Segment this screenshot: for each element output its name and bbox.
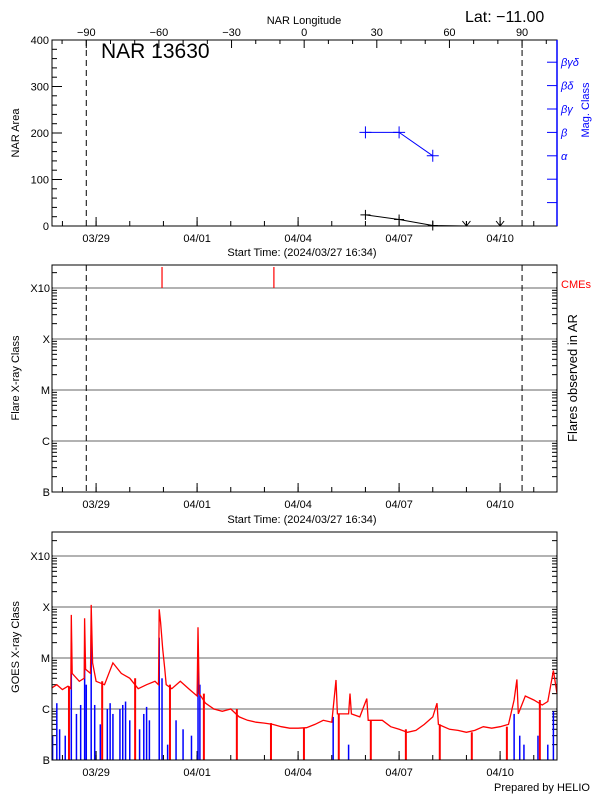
goes-xray-panel: B C M X X10 03/29 04/01 04/04 04/07 04/10 — [30, 531, 558, 779]
x-tick-label: 04/07 — [385, 767, 413, 779]
plot-frame — [51, 531, 558, 761]
x-tick-label: 04/07 — [385, 499, 413, 511]
y-tick-label: 200 — [31, 128, 49, 140]
mag-class-point — [426, 149, 439, 162]
y-tick-label: B — [43, 755, 50, 767]
x-tick-label: 04/07 — [385, 233, 413, 245]
panel2-xlabel: Start Time: (2024/03/27 16:34) — [227, 514, 376, 526]
y-tick-label: M — [41, 653, 50, 665]
area-point — [495, 220, 505, 227]
x-tick-label: 04/01 — [183, 233, 211, 245]
y-tick-label: 0 — [43, 221, 49, 233]
mag-class-point — [393, 126, 406, 139]
y-tick-label: 100 — [31, 175, 49, 187]
cme-label: CMEs — [561, 279, 591, 291]
mag-class-point — [359, 126, 372, 139]
area-point — [462, 220, 471, 227]
x-tick-label: 04/10 — [486, 233, 514, 245]
y-tick-label: X10 — [30, 283, 50, 295]
plot-frame — [51, 39, 558, 227]
y-tick-label: C — [42, 704, 50, 716]
mag-class-tick-label: βγδ — [560, 57, 580, 69]
y-tick-label: 400 — [31, 35, 49, 47]
mag-class-tick-label: α — [561, 151, 568, 163]
x-tick-label: 04/10 — [486, 767, 514, 779]
x-tick-label: 04/04 — [284, 233, 312, 245]
area-point — [360, 209, 371, 220]
top-axis-tick-label: 90 — [516, 27, 528, 39]
panel2-ylabel: Flare X-ray Class — [10, 335, 22, 420]
top-axis-tick-label: −90 — [77, 27, 96, 39]
panel1-xlabel: Start Time: (2024/03/27 16:34) — [227, 247, 376, 259]
footer-credit: Prepared by HELIO — [494, 782, 590, 794]
x-tick-label: 04/04 — [284, 767, 312, 779]
long-channel-line — [51, 604, 558, 733]
y-tick-label: X10 — [30, 551, 50, 563]
top-axis-tick-label: 60 — [443, 27, 455, 39]
top-axis-tick-label: −60 — [150, 27, 169, 39]
area-point — [394, 214, 405, 225]
y-tick-label: M — [41, 385, 50, 397]
panel2-y2label: Flares observed in AR — [565, 314, 580, 442]
area-point — [427, 220, 438, 231]
plot-frame — [51, 264, 558, 493]
panel1-ylabel: NAR Area — [10, 108, 22, 158]
y-tick-label: C — [42, 436, 50, 448]
latitude-annotation: Lat: −11.00 — [465, 9, 544, 26]
flare-class-panel: B C M X X10 03/29 04/01 04/04 04/07 04/10 — [30, 264, 558, 511]
top-axis-label: NAR Longitude — [267, 15, 342, 27]
x-tick-label: 04/10 — [486, 499, 514, 511]
y-tick-label: 300 — [31, 82, 49, 94]
x-tick-label: 03/29 — [82, 233, 110, 245]
y-tick-label: B — [43, 487, 50, 499]
x-tick-label: 04/01 — [183, 499, 211, 511]
mag-class-tick-label: βγ — [560, 104, 574, 116]
nar-area-panel: 03/29 04/01 04/04 04/07 04/100100200300400−9… — [31, 27, 580, 245]
panel1-y2label: Mag. Class — [580, 82, 592, 138]
chart-title: NAR 13630 — [101, 40, 210, 63]
y-tick-label: X — [43, 602, 51, 614]
x-tick-label: 03/29 — [82, 767, 110, 779]
top-axis-tick-label: −30 — [222, 27, 241, 39]
y-tick-label: X — [43, 334, 51, 346]
x-tick-label: 03/29 — [82, 499, 110, 511]
top-axis-tick-label: 30 — [371, 27, 383, 39]
mag-class-tick-label: β — [560, 127, 568, 139]
x-tick-label: 04/01 — [183, 767, 211, 779]
x-tick-label: 04/04 — [284, 499, 312, 511]
mag-class-tick-label: βδ — [560, 81, 574, 93]
panel3-ylabel: GOES X-ray Class — [10, 601, 22, 693]
top-axis-tick-label: 0 — [301, 27, 307, 39]
